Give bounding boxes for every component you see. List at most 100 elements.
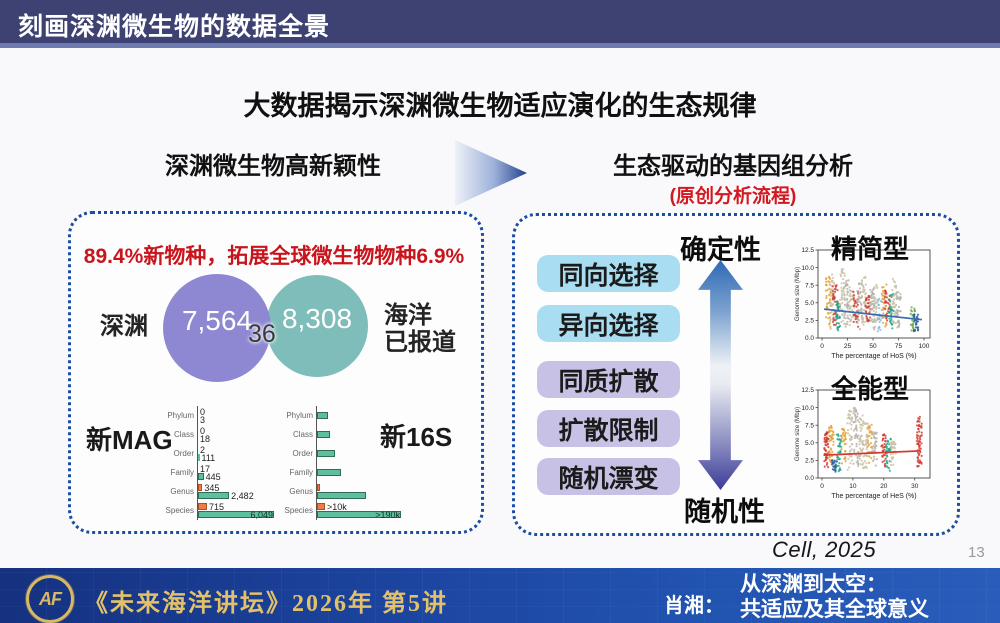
venn-right-label-line1: 海洋	[384, 302, 432, 329]
bar-row: Phylum	[277, 406, 427, 425]
svg-text:12.5: 12.5	[801, 247, 814, 254]
trend-line	[823, 450, 921, 456]
bar-line: 0	[198, 426, 308, 436]
bar-value-label: >190k	[375, 510, 400, 520]
scatter-plot-top: 0.0 2.5 5.0 7.5 10.0 12.5 0 25 50 75 100 The percen…	[790, 244, 946, 370]
mag-bar-chart: Phylum 0 3 Class 0 18 Order 2 111 Family 17 445 Genu…	[158, 406, 308, 520]
bar	[317, 484, 320, 491]
y-axis-label: Genome size (Mbp)	[794, 407, 801, 461]
bar	[198, 484, 203, 491]
svg-text:7.5: 7.5	[805, 422, 814, 429]
bar-value-label: 2	[200, 444, 206, 455]
bar-lines: 2 111	[197, 444, 308, 463]
bar-lines	[316, 482, 427, 501]
bar	[317, 492, 366, 499]
bar-value-label: 0	[200, 406, 206, 417]
bar-line	[317, 450, 427, 457]
bar-line: 18	[198, 434, 308, 444]
venn-right-value: 8,308	[281, 303, 353, 334]
svg-text:10.0: 10.0	[801, 405, 814, 412]
bar-value-label: 445	[205, 471, 221, 482]
svg-text:0: 0	[820, 483, 824, 490]
bar-line	[317, 484, 427, 491]
bar	[317, 431, 331, 438]
svg-text:50: 50	[869, 343, 877, 350]
bar	[198, 503, 207, 510]
bar-line: 445	[198, 471, 308, 482]
bar	[317, 412, 328, 419]
bar-row: Species 715 6,049	[158, 501, 308, 520]
bar-lines	[316, 444, 427, 463]
bar-line: 715	[198, 501, 308, 512]
forum-logo: AF	[26, 575, 74, 623]
y-axis-ticks: 0.0 2.5 5.0 7.5 10.0 12.5	[801, 247, 818, 342]
header-divider	[0, 43, 1000, 48]
bar-line	[317, 492, 427, 499]
header-bar	[0, 0, 1000, 43]
bar-lines: 345 2,482	[197, 482, 308, 501]
svg-text:7.5: 7.5	[805, 282, 814, 289]
bar-row: Genus	[277, 482, 427, 501]
bar-value-label: 715	[208, 501, 224, 512]
svg-text:5.0: 5.0	[805, 440, 814, 447]
bar-row: Genus 345 2,482	[158, 482, 308, 501]
footer-talk-title-line1: 从深渊到太空：	[740, 573, 887, 596]
scatter-plot-bottom: 0.0 2.5 5.0 7.5 10.0 12.5 0 10 20 30 The percentag…	[790, 384, 946, 510]
s16-chart-title: 新16S	[380, 422, 453, 452]
svg-text:5.0: 5.0	[805, 300, 814, 307]
flow-box-dispersal-limitation: 扩散限制	[537, 410, 680, 447]
venn-circle-hadal	[163, 274, 271, 382]
svg-text:10.0: 10.0	[801, 265, 814, 272]
bar-value-label: 111	[201, 452, 216, 463]
taxon-label: Class	[173, 430, 194, 439]
taxon-label: Species	[165, 506, 194, 515]
bar-row: Order	[277, 444, 427, 463]
flow-box-homogenizing-dispersal: 同质扩散	[537, 361, 680, 398]
bar-lines: 715 6,049	[197, 501, 308, 520]
taxon-label: Family	[289, 468, 313, 477]
x-axis-ticks: 0 25 50 75 100	[820, 338, 930, 350]
bar-lines	[316, 406, 427, 425]
bar-value-label: 3	[200, 414, 206, 425]
mag-chart-title: 新MAG	[86, 425, 173, 455]
bar	[198, 492, 230, 499]
bar-lines: >10k >190k	[316, 501, 427, 520]
scatter-svg: 0.0 2.5 5.0 7.5 10.0 12.5 0 10 20 30 The percentag…	[794, 387, 931, 500]
y-axis-label: Genome size (Mbp)	[794, 267, 801, 321]
bar-lines	[316, 463, 427, 482]
taxon-label: Genus	[170, 487, 194, 496]
footer-series-title: 《未来海洋讲坛》2026年 第5讲	[84, 591, 448, 617]
taxon-label: Order	[292, 449, 313, 458]
bar-line	[317, 412, 427, 419]
novelty-panel	[68, 211, 484, 534]
bar-line: 111	[198, 452, 308, 463]
bar-line: 6,049	[198, 511, 308, 520]
scatter-top-title: 精简型	[830, 234, 909, 264]
s16-bar-chart: Phylum Class Order Family Genus Species >10k >1…	[277, 406, 427, 520]
main-heading: 大数据揭示深渊微生物适应演化的生态规律	[243, 91, 757, 121]
footer-talk-title: 从深渊到太空： 共适应及其全球意义	[740, 572, 929, 622]
taxon-label: Species	[284, 506, 313, 515]
slide-title: 刻画深渊微生物的数据全景	[18, 13, 331, 41]
bar-lines	[316, 425, 427, 444]
footer-speaker: 肖湘：	[664, 595, 724, 617]
bar-row: Order 2 111	[158, 444, 308, 463]
footer-bar	[0, 568, 1000, 623]
flow-box-homogeneous-selection: 同向选择	[537, 255, 680, 292]
svg-text:25: 25	[844, 343, 852, 350]
bar-line: 2	[198, 444, 308, 455]
trend-line	[823, 308, 923, 321]
bar: >190k	[317, 510, 401, 520]
venn-right-label-line2: 已报道	[384, 329, 456, 356]
taxon-label: Phylum	[286, 411, 313, 420]
bar-line: 345	[198, 483, 308, 493]
bar-value-label: 2,482	[231, 490, 254, 501]
bar-line	[317, 431, 427, 438]
svg-text:2.5: 2.5	[805, 458, 814, 465]
footer-talk-title-line2: 共适应及其全球意义	[740, 598, 929, 621]
page-number: 13	[968, 544, 985, 561]
bar	[198, 473, 204, 480]
taxon-label: Class	[292, 430, 313, 439]
taxon-label: Phylum	[167, 411, 194, 420]
